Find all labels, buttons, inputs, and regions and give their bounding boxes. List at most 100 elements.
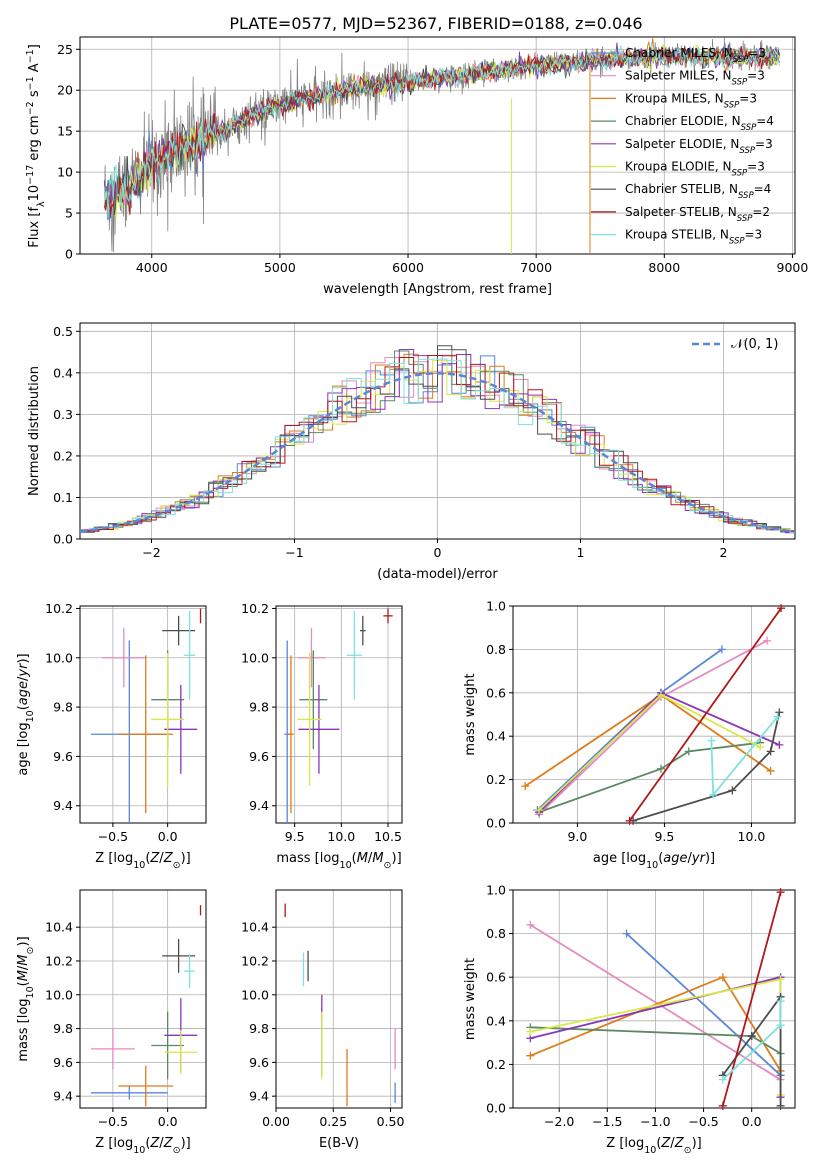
x-tick-label: 4000 bbox=[136, 260, 168, 275]
label-part: Z bbox=[660, 1136, 671, 1151]
y-tick-label: 10.0 bbox=[241, 650, 269, 665]
x-tick-label: −1.0 bbox=[640, 1114, 670, 1129]
x-tick-label: 0.0 bbox=[158, 1114, 178, 1129]
label-part: age [log bbox=[593, 851, 646, 866]
y-tick-label: 1.0 bbox=[486, 883, 506, 898]
label-part: 10 bbox=[644, 1145, 656, 1156]
weight-point-marker bbox=[776, 1021, 785, 1030]
legend-eq: =3 bbox=[745, 228, 763, 242]
legend-sub: SSP bbox=[741, 123, 757, 133]
x-axis-label: wavelength [Angstrom, rest frame] bbox=[323, 282, 552, 297]
legend-text: Salpeter ELODIE, N bbox=[625, 137, 739, 151]
label-part: ⊙ bbox=[173, 1145, 181, 1156]
legend-text: Chabrier MILES, N bbox=[625, 46, 733, 60]
x-tick-label: −1 bbox=[285, 545, 303, 560]
label-part: mass weight bbox=[463, 958, 478, 1040]
y-axis-label: mass [log10(M/M⊙)] bbox=[16, 936, 36, 1061]
label-part: ( bbox=[145, 1136, 150, 1151]
label-part: 10 bbox=[646, 860, 658, 871]
y-tick-label: 10.2 bbox=[241, 601, 269, 616]
y-tick-label: 0.5 bbox=[53, 324, 73, 339]
label-part: Flux [f bbox=[27, 207, 42, 248]
legend-entry: Salpeter ELODIE, NSSP=3 bbox=[625, 137, 773, 156]
x-tick-label: −2.0 bbox=[544, 1114, 574, 1129]
legend-sub: SSP bbox=[729, 237, 745, 247]
label-part: −1 bbox=[25, 49, 36, 63]
x-tick-label: 0 bbox=[434, 545, 442, 560]
x-tick-label: −0.5 bbox=[688, 1114, 718, 1129]
label-part: wavelength [Angstrom, rest frame] bbox=[323, 282, 552, 297]
y-tick-label: 9.6 bbox=[249, 1055, 269, 1070]
age-vs-metallicity-plot: −0.5 0.09.49.69.810.010.2Z [log10(Z/Z⊙)]a… bbox=[16, 601, 207, 871]
y-tick-label: 0.2 bbox=[486, 1057, 506, 1072]
label-part: Z [log bbox=[606, 1136, 644, 1151]
x-tick-label: −0.5 bbox=[98, 1114, 128, 1129]
label-part: Z bbox=[149, 1136, 160, 1151]
x-axis-label: mass [log10(M/M⊙)] bbox=[276, 851, 401, 871]
y-tick-label: 9.8 bbox=[53, 1021, 73, 1036]
label-part: )] bbox=[16, 936, 31, 946]
label-part: 10 bbox=[27, 185, 42, 202]
weight-point-marker bbox=[718, 973, 727, 982]
label-part: E(B-V) bbox=[319, 1136, 359, 1151]
label-part: ⊙ bbox=[173, 860, 181, 871]
y-tick-label: 0.4 bbox=[486, 1013, 506, 1028]
label-part: yr bbox=[16, 662, 31, 678]
x-axis-label: Z [log10(Z/Z⊙)] bbox=[95, 1136, 190, 1156]
weight-point-marker bbox=[756, 743, 765, 752]
legend-text: Chabrier STELIB, N bbox=[625, 182, 738, 196]
label-part: / bbox=[16, 965, 31, 970]
legend-eq: =3 bbox=[755, 137, 773, 151]
legend-sub: SSP bbox=[733, 55, 749, 65]
y-tick-label: 9.8 bbox=[249, 1021, 269, 1036]
label-part: 10 bbox=[25, 710, 36, 722]
residuals-histogram: −2 −1 0 1 2 0.0 0.1 0.2 0.3 0.4 0.5 (data-model)/er… bbox=[27, 322, 796, 582]
mass-vs-ebv-plot: 0.00 0.25 0.50 9.4 9.6 9.8 10.0 10.2 10.4 E(B-V) bbox=[241, 889, 405, 1151]
x-tick-label: 10.0 bbox=[327, 829, 355, 844]
axes-frame bbox=[79, 889, 207, 1109]
y-tick-label: 0.0 bbox=[486, 1101, 506, 1116]
model-spectrum bbox=[103, 45, 780, 215]
x-axis-label: Z [log10(Z/Z⊙)] bbox=[95, 851, 190, 871]
label-part: ⊙ bbox=[25, 946, 36, 954]
weight-series-line bbox=[710, 716, 779, 798]
gaussian-legend-label: 𝒩(0, 1) bbox=[731, 337, 778, 352]
label-part: 10 bbox=[133, 1145, 145, 1156]
weight-point-marker bbox=[535, 805, 544, 814]
x-tick-label: 7000 bbox=[520, 260, 552, 275]
label-part: s bbox=[27, 90, 42, 101]
legend-sub: SSP bbox=[737, 214, 753, 224]
label-part: Z [log bbox=[95, 1136, 133, 1151]
y-tick-label: 9.8 bbox=[249, 700, 269, 715]
label-part: / bbox=[159, 851, 164, 866]
label-part: M bbox=[357, 851, 368, 866]
label-part: Z bbox=[674, 1136, 685, 1151]
y-axis-label: mass weight bbox=[463, 673, 478, 755]
legend-entry: Salpeter STELIB, NSSP=2 bbox=[625, 205, 770, 224]
x-tick-label: 0.0 bbox=[742, 1114, 762, 1129]
label-part: / bbox=[688, 851, 693, 866]
x-axis-label: Z [log10(Z/Z⊙)] bbox=[606, 1136, 701, 1156]
y-tick-label: 0.4 bbox=[486, 729, 506, 744]
y-tick-label: 10.4 bbox=[241, 920, 269, 935]
y-tick-label: 0.2 bbox=[53, 448, 73, 463]
x-tick-label: 8000 bbox=[648, 260, 680, 275]
x-tick-label: 0.50 bbox=[377, 1114, 405, 1129]
label-part: −2 bbox=[25, 101, 36, 115]
x-tick-label: 1 bbox=[577, 545, 585, 560]
legend-sub: SSP bbox=[738, 191, 754, 201]
label-part: age [log bbox=[16, 722, 31, 775]
weight-point-marker bbox=[526, 920, 535, 929]
label-part: ( bbox=[16, 981, 31, 986]
age-vs-mass-plot: 9.5 10.0 10.5 9.4 9.6 9.8 10.0 10.2 mass [log10(… bbox=[241, 601, 403, 871]
legend-eq: =3 bbox=[739, 91, 757, 105]
y-tick-label: 9.8 bbox=[53, 700, 73, 715]
x-tick-label: 0.00 bbox=[262, 1114, 290, 1129]
label-part: −1 bbox=[25, 76, 36, 90]
label-part: Normed distribution bbox=[27, 366, 42, 496]
y-tick-label: 9.4 bbox=[249, 798, 269, 813]
x-axis-label: (data-model)/error bbox=[377, 567, 498, 582]
x-axis-label: age [log10(age/yr)] bbox=[593, 851, 715, 871]
